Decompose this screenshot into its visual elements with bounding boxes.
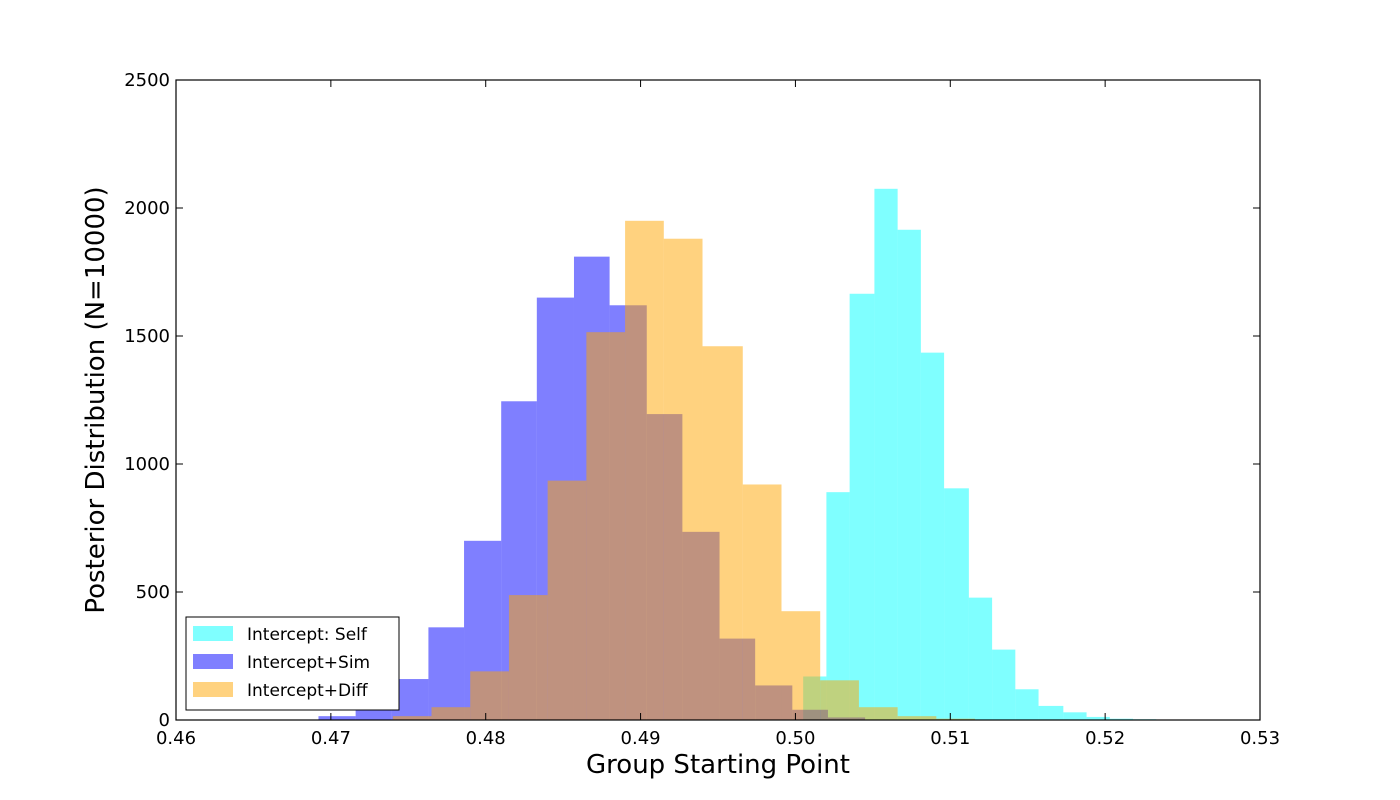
histogram-bar <box>897 229 921 720</box>
legend-swatch <box>193 654 233 669</box>
series-1 <box>803 188 1157 721</box>
histogram-bar <box>820 680 859 720</box>
bars-layer <box>318 188 1157 721</box>
histogram-bar <box>858 707 898 720</box>
series-3 <box>392 220 976 721</box>
x-tick-label: 0.46 <box>156 728 196 749</box>
legend: Intercept: Self Intercept+Sim Intercept+Di… <box>185 616 400 711</box>
histogram-bar <box>920 352 945 720</box>
histogram-bar <box>1038 705 1064 720</box>
x-axis-label: Group Starting Point <box>586 750 850 780</box>
histogram-bar <box>586 332 626 720</box>
legend-label: Intercept+Diff <box>247 681 369 701</box>
x-tick-label: 0.50 <box>775 728 815 749</box>
histogram-bar <box>470 671 509 720</box>
histogram-bar <box>1063 712 1087 720</box>
legend-entries: Intercept: Self Intercept+Sim Intercept+Di… <box>193 625 370 701</box>
histogram-bar <box>392 716 432 720</box>
plot-frame <box>175 79 1261 721</box>
histogram-bar <box>992 649 1016 720</box>
histogram-bar <box>849 293 875 720</box>
ticks-layer: 0.46 0.47 0.48 0.49 0.50 0.51 0.52 0.53 0 500 1000… <box>124 70 1280 749</box>
x-tick-label: 0.49 <box>621 728 661 749</box>
histogram-bar <box>1109 718 1134 720</box>
histogram-bar <box>318 716 356 720</box>
histogram-bar <box>431 707 471 720</box>
histogram-bar <box>936 718 976 720</box>
y-tick-label: 2000 <box>124 198 170 219</box>
y-tick-label: 1000 <box>124 454 170 475</box>
x-tick-label: 0.53 <box>1240 728 1280 749</box>
y-tick-label: 1500 <box>124 326 170 347</box>
histogram-bar <box>1086 716 1110 720</box>
histogram-bar <box>968 597 993 720</box>
histogram-bar <box>944 488 969 720</box>
y-tick-label: 2500 <box>124 70 170 91</box>
histogram-bar <box>897 716 937 720</box>
histogram-bar <box>663 238 703 720</box>
x-tick-label: 0.48 <box>466 728 506 749</box>
histogram-bar <box>742 484 782 720</box>
y-tick-label: 500 <box>136 582 170 603</box>
histogram-bar <box>702 346 743 720</box>
legend-label: Intercept: Self <box>247 625 368 645</box>
histogram-bar <box>874 188 898 721</box>
histogram-bar <box>355 709 392 720</box>
histogram-bar <box>826 492 850 720</box>
x-tick-label: 0.52 <box>1085 728 1125 749</box>
legend-label: Intercept+Sim <box>247 653 370 673</box>
histogram-bar <box>428 627 465 720</box>
histogram-bar <box>1015 689 1039 720</box>
y-tick-label: 0 <box>159 710 170 731</box>
legend-swatch <box>193 682 233 697</box>
y-axis-label: Posterior Distribution (N=10000) <box>81 186 111 613</box>
x-tick-label: 0.47 <box>311 728 351 749</box>
histogram-bar <box>781 611 821 720</box>
histogram-bar <box>508 595 548 720</box>
legend-swatch <box>193 626 233 641</box>
histogram-bar <box>547 480 587 720</box>
histogram-bar <box>625 220 664 721</box>
x-tick-label: 0.51 <box>930 728 970 749</box>
